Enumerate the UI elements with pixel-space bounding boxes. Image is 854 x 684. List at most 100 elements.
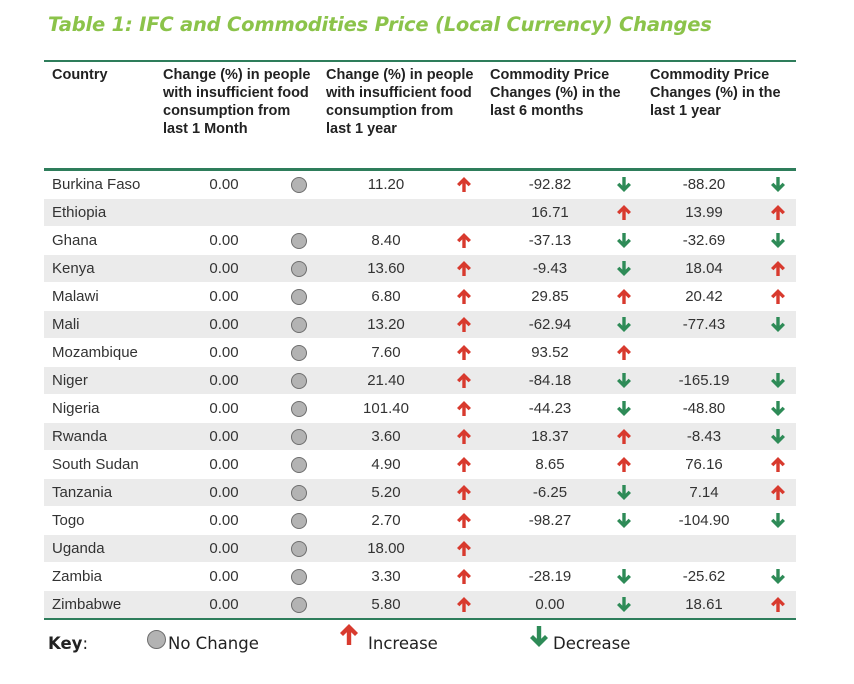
country-name: Burkina Faso xyxy=(52,176,141,193)
change-1-month-value: 0.00 xyxy=(209,372,239,389)
price-1-year-value: 18.61 xyxy=(685,596,723,613)
no-change-icon xyxy=(291,541,307,557)
no-change-icon xyxy=(291,457,307,473)
table-row: Nigeria 0.00 101.40 -44.23 -48.80 xyxy=(44,395,796,423)
no-change-icon xyxy=(291,597,307,613)
increase-arrow-icon xyxy=(456,283,472,310)
no-change-icon xyxy=(291,373,307,389)
price-1-year-value: 76.16 xyxy=(685,456,723,473)
increase-arrow-icon xyxy=(456,479,472,506)
price-1-year-value: 18.04 xyxy=(685,260,723,277)
price-1-year-value: -48.80 xyxy=(682,400,726,417)
price-6-months-value: -92.82 xyxy=(528,176,572,193)
increase-arrow-icon xyxy=(770,199,786,226)
country-name: Malawi xyxy=(52,288,99,305)
increase-arrow-icon xyxy=(456,255,472,282)
price-6-months-value: -9.43 xyxy=(532,260,568,277)
change-1-year-value: 3.60 xyxy=(371,428,401,445)
legend-no-change-label: No Change xyxy=(168,634,259,653)
change-1-year-value: 5.20 xyxy=(371,484,401,501)
table-row: Togo 0.00 2.70 -98.27 -104.90 xyxy=(44,507,796,535)
change-1-year-value: 101.40 xyxy=(363,400,409,417)
increase-arrow-icon xyxy=(456,395,472,422)
price-6-months-value: -62.94 xyxy=(528,316,572,333)
table-row: Rwanda 0.00 3.60 18.37 -8.43 xyxy=(44,423,796,451)
decrease-arrow-icon xyxy=(616,507,632,534)
increase-arrow-icon xyxy=(338,622,360,650)
price-6-months-value: 93.52 xyxy=(531,344,569,361)
change-1-year-value: 13.20 xyxy=(367,316,405,333)
change-1-year-value: 3.30 xyxy=(371,568,401,585)
table-row: Niger 0.00 21.40 -84.18 -165.19 xyxy=(44,367,796,395)
decrease-arrow-icon xyxy=(616,563,632,590)
price-1-year-value: -104.90 xyxy=(678,512,730,529)
increase-arrow-icon xyxy=(770,591,786,618)
decrease-arrow-icon xyxy=(770,367,786,394)
table-row: South Sudan 0.00 4.90 8.65 76.16 xyxy=(44,451,796,479)
increase-arrow-icon xyxy=(456,591,472,618)
no-change-icon xyxy=(291,261,307,277)
increase-arrow-icon xyxy=(456,311,472,338)
decrease-arrow-icon xyxy=(616,591,632,618)
price-6-months-value: -6.25 xyxy=(532,484,568,501)
change-1-year-value: 21.40 xyxy=(367,372,405,389)
price-6-months-value: -37.13 xyxy=(528,232,572,249)
header-price-6-months: Commodity Price Changes (%) in the last … xyxy=(490,67,621,119)
price-1-year-value: -32.69 xyxy=(682,232,726,249)
table-top-rule xyxy=(44,60,796,62)
table-header: Country Change (%) in people with insuff… xyxy=(44,62,796,171)
country-name: Rwanda xyxy=(52,428,108,445)
increase-arrow-icon xyxy=(456,507,472,534)
increase-arrow-icon xyxy=(456,535,472,562)
change-1-year-value: 5.80 xyxy=(371,596,401,613)
no-change-icon xyxy=(291,569,307,585)
decrease-arrow-icon xyxy=(616,367,632,394)
header-change-1-year: Change (%) in people with insufficient f… xyxy=(326,67,474,137)
price-6-months-value: 8.65 xyxy=(535,456,565,473)
no-change-icon xyxy=(147,630,166,649)
legend-title: Key: xyxy=(48,634,89,653)
decrease-arrow-icon xyxy=(770,311,786,338)
price-1-year-value: 7.14 xyxy=(689,484,719,501)
table-title: Table 1: IFC and Commodities Price (Loca… xyxy=(48,13,712,36)
no-change-icon xyxy=(291,177,307,193)
table-row: Malawi 0.00 6.80 29.85 20.42 xyxy=(44,283,796,311)
decrease-arrow-icon xyxy=(616,171,632,198)
header-change-1-month: Change (%) in people with insufficient f… xyxy=(163,67,311,137)
header-price-1-year: Commodity Price Changes (%) in the last … xyxy=(650,67,781,119)
legend: Key: No Change Increase Decrease xyxy=(48,620,808,660)
change-1-month-value: 0.00 xyxy=(209,484,239,501)
ifc-commodities-table: Country Change (%) in people with insuff… xyxy=(44,60,796,620)
increase-arrow-icon xyxy=(770,451,786,478)
header-country: Country xyxy=(52,67,108,83)
decrease-arrow-icon xyxy=(770,171,786,198)
decrease-arrow-icon xyxy=(616,479,632,506)
increase-arrow-icon xyxy=(616,451,632,478)
change-1-month-value: 0.00 xyxy=(209,512,239,529)
country-name: Mozambique xyxy=(52,344,138,361)
change-1-month-value: 0.00 xyxy=(209,288,239,305)
price-6-months-value: 29.85 xyxy=(531,288,569,305)
change-1-month-value: 0.00 xyxy=(209,176,239,193)
change-1-month-value: 0.00 xyxy=(209,540,239,557)
price-1-year-value: 20.42 xyxy=(685,288,723,305)
increase-arrow-icon xyxy=(616,423,632,450)
country-name: Tanzania xyxy=(52,484,113,501)
no-change-icon xyxy=(291,485,307,501)
decrease-arrow-icon xyxy=(616,311,632,338)
decrease-arrow-icon xyxy=(770,563,786,590)
table-row: Tanzania 0.00 5.20 -6.25 7.14 xyxy=(44,479,796,507)
change-1-month-value: 0.00 xyxy=(209,344,239,361)
price-1-year-value xyxy=(674,535,734,562)
change-1-year-value: 8.40 xyxy=(371,232,401,249)
country-name: Ethiopia xyxy=(52,204,107,221)
table-row: Burkina Faso 0.00 11.20 -92.82 -88.20 xyxy=(44,171,796,199)
country-name: Zimbabwe xyxy=(52,596,122,613)
change-1-month-value: 0.00 xyxy=(209,428,239,445)
price-6-months-value: -84.18 xyxy=(528,372,572,389)
no-change-icon xyxy=(291,289,307,305)
decrease-arrow-icon xyxy=(616,227,632,254)
no-change-icon xyxy=(291,513,307,529)
increase-arrow-icon xyxy=(770,255,786,282)
no-change-icon xyxy=(291,345,307,361)
